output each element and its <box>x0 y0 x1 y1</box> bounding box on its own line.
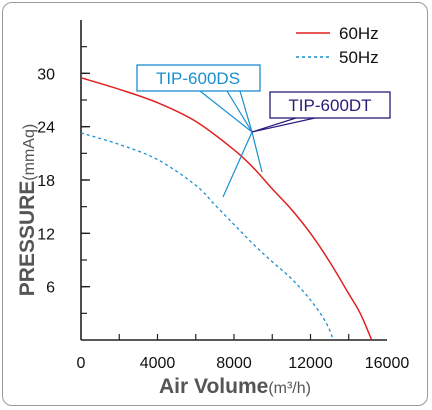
callout-leader-ds-bottom <box>222 131 253 198</box>
axes: 6 12 18 24 30 0 4000 8000 12000 16000 <box>37 20 409 372</box>
x-tick-label: 8000 <box>216 355 252 372</box>
callout-box-ds <box>136 64 261 92</box>
legend-label: 60Hz <box>339 24 379 43</box>
y-tick-label: 12 <box>37 226 55 243</box>
y-tick-label: 24 <box>37 120 55 137</box>
x-tick-label: 16000 <box>365 355 410 372</box>
legend-label: 50Hz <box>339 48 379 67</box>
x-tick-label: 4000 <box>140 355 176 372</box>
callouts: TIP-600DS TIP-600DT <box>136 64 391 198</box>
y-tick-label: 6 <box>46 280 55 297</box>
callout-label-dt: TIP-600DT <box>288 96 371 115</box>
y-tick-label: 18 <box>37 173 55 190</box>
y-axis-title: PRESSURE(mmAq) <box>16 124 39 296</box>
y-tick-label: 30 <box>37 66 55 83</box>
callout-label-ds: TIP-600DS <box>156 69 240 88</box>
series-line-50hz <box>80 132 335 341</box>
callout-pointer-dt <box>251 117 316 133</box>
x-axis-title: Air Volume(m³/h) <box>159 375 311 398</box>
callout-pointer-ds <box>199 90 253 133</box>
callout-box-dt <box>269 91 391 119</box>
series-line-60hz <box>80 77 373 341</box>
series-layer: 60Hz 50Hz <box>80 24 379 341</box>
x-tick-label: 12000 <box>288 355 333 372</box>
x-tick-label: 0 <box>77 355 86 372</box>
